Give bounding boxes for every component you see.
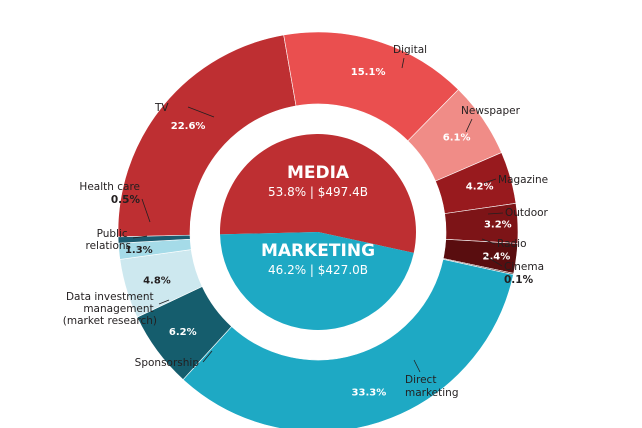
pct-outdoor: 3.2%: [484, 220, 512, 231]
leader-direct-marketing: [413, 359, 421, 373]
pct-tv: 22.6%: [171, 121, 206, 132]
label-radio: Radio: [497, 238, 527, 250]
label-direct-marketing-line1: Direct: [405, 374, 436, 386]
leader-data-investment: [158, 299, 170, 305]
label-data-investment-line2: management: [83, 303, 153, 315]
outer-ring: 22.6% 15.1% 6.1% 4.2% 3.2% 2.4% 33.3% 6.2% 4.8% 1…: [117, 31, 519, 428]
category-labels: TV Digital Newspaper Magazine Outdoor Ra…: [63, 44, 549, 399]
leader-newspaper: [465, 118, 473, 133]
media-title: MEDIA: [287, 163, 350, 183]
label-outdoor: Outdoor: [505, 207, 549, 219]
leader-radio: [481, 238, 496, 245]
value-health-care: 0.5%: [111, 194, 141, 206]
label-magazine: Magazine: [498, 174, 548, 186]
pct-direct-marketing: 33.3%: [352, 388, 387, 399]
pct-public-relations: 1.3%: [125, 245, 153, 256]
pct-sponsorship: 6.2%: [169, 327, 197, 338]
leader-cinema: [483, 254, 503, 267]
label-public-relations-line2: relations: [86, 240, 131, 252]
slice-health-care: [117, 234, 191, 244]
label-direct-marketing: Direct marketing: [405, 374, 459, 399]
pct-radio: 2.4%: [483, 251, 511, 262]
marketing-subtitle: 46.2% | $427.0B: [268, 263, 368, 277]
slice-direct-marketing: [182, 258, 514, 428]
pct-data-investment-management-market-research: 4.8%: [143, 275, 171, 286]
label-health-care: Health care: [79, 181, 140, 193]
leader-tv: [187, 106, 215, 118]
leader-public-relations: [132, 235, 148, 239]
inner-slice-marketing: [220, 232, 414, 330]
pct-magazine: 4.2%: [466, 182, 494, 193]
label-tv: TV: [154, 102, 169, 114]
leader-health-care: [141, 198, 151, 223]
label-public-relations: Public relations: [86, 228, 131, 252]
slice-tv: [117, 34, 297, 238]
leader-sponsorship: [202, 350, 213, 363]
label-data-investment-line3: (market research): [63, 315, 157, 327]
label-newspaper: Newspaper: [461, 105, 521, 117]
leader-digital: [401, 57, 405, 69]
pct-digital: 15.1%: [351, 67, 386, 78]
media-subtitle: 53.8% | $497.4B: [268, 185, 368, 199]
center-text: MEDIA 53.8% | $497.4B MARKETING 46.2% | …: [261, 163, 375, 277]
marketing-title: MARKETING: [261, 241, 375, 261]
leader-lines: [132, 57, 504, 373]
inner-pie: [220, 133, 417, 330]
label-digital: Digital: [393, 44, 427, 56]
label-public-relations-line1: Public: [97, 228, 128, 240]
label-data-investment: Data investment management (market resea…: [63, 291, 157, 327]
label-cinema: Cinema: [504, 261, 544, 273]
leader-outdoor: [487, 212, 504, 215]
leader-magazine: [483, 178, 497, 184]
label-data-investment-line1: Data investment: [66, 291, 154, 303]
pct-newspaper: 6.1%: [443, 133, 471, 144]
label-sponsorship: Sponsorship: [135, 357, 200, 369]
value-cinema: 0.1%: [504, 274, 534, 286]
inner-slice-media: [220, 133, 417, 253]
label-direct-marketing-line2: marketing: [405, 387, 459, 399]
